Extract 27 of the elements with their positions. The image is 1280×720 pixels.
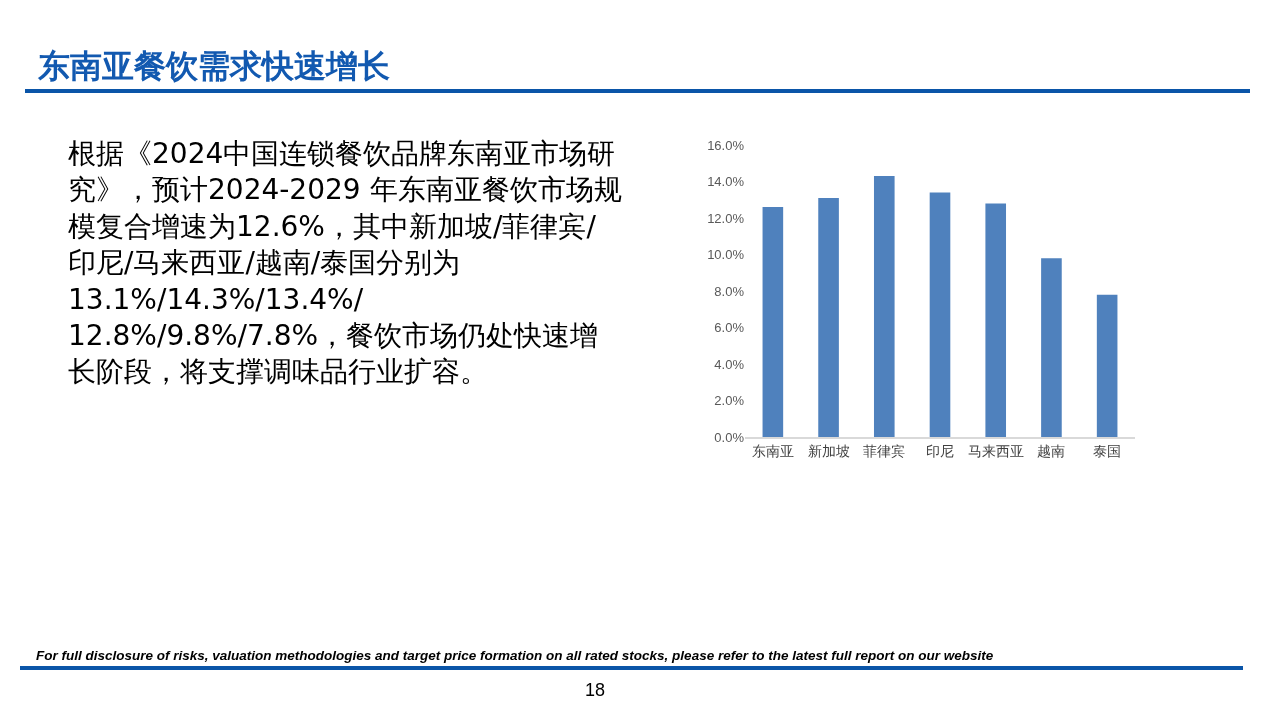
bar: [1041, 258, 1062, 437]
bar: [762, 207, 784, 437]
bar: [985, 203, 1007, 437]
bar: [929, 192, 951, 437]
x-tick-label: 印尼: [926, 443, 954, 459]
x-tick-label: 东南亚: [751, 443, 794, 459]
text: For full disclosure of risks, valuation methodologies and target price formation on all rated stocks, please refer to the latest full report on our website: [36, 648, 994, 663]
x-tick-label: 泰国: [1093, 443, 1122, 459]
x-tick-label: 菲律宾: [863, 443, 906, 459]
bar: [1096, 294, 1118, 437]
bar: [873, 176, 895, 437]
y-tick-label: 4.0%: [714, 356, 745, 372]
y-tick-label: 8.0%: [714, 283, 745, 299]
bar: [818, 197, 839, 437]
y-tick-label: 14.0%: [707, 174, 745, 190]
y-tick-label: 12.0%: [707, 210, 745, 226]
x-tick-label: 越南: [1037, 443, 1066, 459]
y-tick-label: 10.0%: [707, 247, 745, 263]
text: 东南亚餐饮需求快速增长: [37, 47, 390, 86]
y-tick-label: 2.0%: [714, 393, 745, 409]
y-tick-label: 0.0%: [714, 429, 745, 445]
x-tick-label: 新加坡: [807, 443, 850, 459]
text: 根据《2024中国连锁餐饮品牌东南亚市场研究》，预计2024-2029 年东南亚餐饮市场规模复合增速为12.6%，其中新加坡/菲律宾/印尼/马来西亚/越南/泰国分别为13.1%/14.3%/13.4%/ 12.8%/9.8%/7.8%，餐饮市场仍处快速增长阶段，将支撑调味品行业扩容。: [68, 137, 622, 389]
y-tick-label: 16.0%: [707, 137, 745, 153]
text: 18: [585, 680, 606, 700]
y-tick-label: 6.0%: [714, 320, 745, 336]
x-tick-label: 马来西亚: [967, 443, 1024, 459]
